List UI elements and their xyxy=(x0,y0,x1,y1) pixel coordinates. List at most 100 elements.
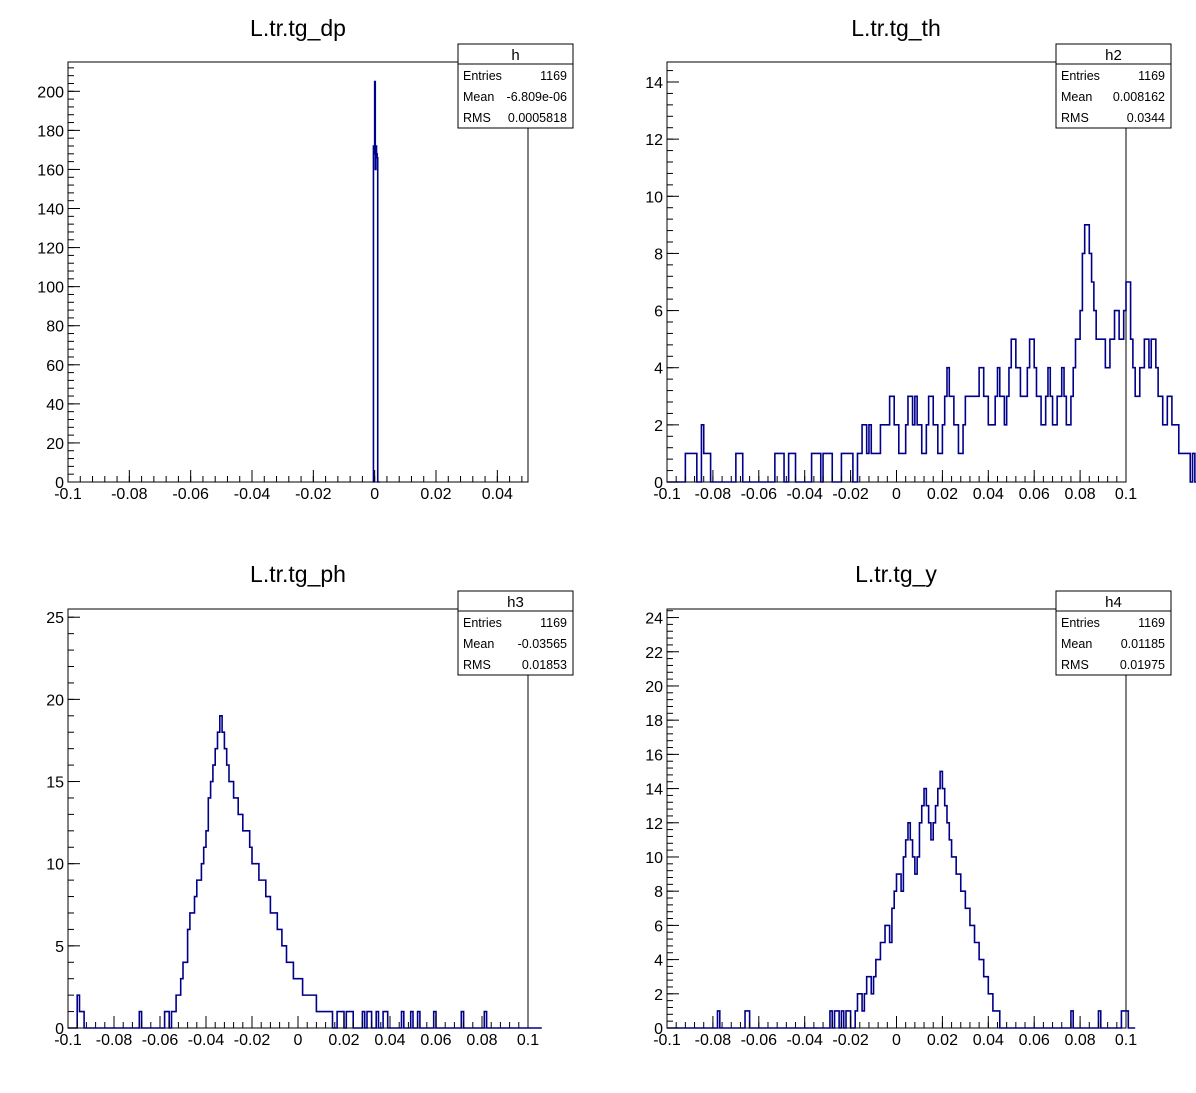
x-tick-label: -0.02 xyxy=(295,486,332,503)
stats-box-frame xyxy=(457,43,574,129)
y-tick-label: 160 xyxy=(37,162,64,179)
x-tick-label: 0.04 xyxy=(973,486,1004,503)
y-tick-label: 6 xyxy=(654,918,663,935)
y-tick-label: 60 xyxy=(46,358,64,375)
x-tick-label: -0.06 xyxy=(142,1032,179,1049)
y-tick-label: 10 xyxy=(46,857,64,874)
y-tick-label: 6 xyxy=(654,304,663,321)
stats-entries-label: Entries xyxy=(463,69,502,83)
y-tick-label: 80 xyxy=(46,319,64,336)
histogram-panel-3: L.tr.tg_ph -0.1 -0.08 -0.06 -0.04 -0.02 0 0.02 0… xyxy=(46,561,574,1049)
y-tick-label: 140 xyxy=(37,202,64,219)
stats-mean-value: -0.03565 xyxy=(518,637,567,651)
y-tick-label: 12 xyxy=(645,816,663,833)
stats-entries-value: 1169 xyxy=(540,69,567,83)
y-tick-label: 4 xyxy=(654,953,663,970)
stats-rms-value: 0.0005818 xyxy=(508,111,567,125)
stats-mean-label: Mean xyxy=(1061,637,1092,651)
histogram-line xyxy=(372,80,380,483)
stats-rms-value: 0.01975 xyxy=(1120,658,1165,672)
chart-title: L.tr.tg_th xyxy=(851,15,941,41)
stats-box: h4 Entries 1169 Mean 0.01185 RMS 0.01975 xyxy=(1055,590,1172,676)
plot-frame xyxy=(67,61,529,483)
y-tick-label: 180 xyxy=(37,123,64,140)
x-tick-label: -0.06 xyxy=(172,486,209,503)
x-tick-label: -0.02 xyxy=(832,486,869,503)
stats-histogram-name: h xyxy=(511,47,519,64)
y-tick-label: 20 xyxy=(46,692,64,709)
x-tick-label: -0.08 xyxy=(695,486,732,503)
y-tick-label: 0 xyxy=(55,1021,64,1038)
y-tick-label: 100 xyxy=(37,280,64,297)
chart-title: L.tr.tg_y xyxy=(855,561,937,587)
stats-entries-label: Entries xyxy=(1061,616,1100,630)
stats-mean-label: Mean xyxy=(463,90,494,104)
stats-mean-value: 0.01185 xyxy=(1121,637,1165,651)
y-tick-label: 10 xyxy=(645,189,663,206)
stats-entries-label: Entries xyxy=(1061,69,1100,83)
y-tick-label: 14 xyxy=(645,75,663,92)
x-tick-label: 0.06 xyxy=(1019,1032,1050,1049)
y-tick-label: 40 xyxy=(46,397,64,414)
stats-mean-value: -6.809e-06 xyxy=(507,90,568,104)
x-tick-label: 0.06 xyxy=(420,1032,451,1049)
y-tick-label: 0 xyxy=(654,475,663,492)
x-tick-label: 0.08 xyxy=(466,1032,497,1049)
y-tick-label: 200 xyxy=(37,84,64,101)
stats-box-frame xyxy=(457,590,574,676)
x-tick-label: -0.04 xyxy=(234,486,271,503)
x-tick-label: 0.06 xyxy=(1019,486,1050,503)
stats-rms-label: RMS xyxy=(1061,111,1089,125)
stats-rms-value: 0.0344 xyxy=(1127,111,1165,125)
stats-histogram-name: h3 xyxy=(507,594,524,611)
histogram-panel-2: L.tr.tg_th -0.1 -0.08 -0.06 -0.04 -0.02 0 0.02 0… xyxy=(645,15,1196,503)
x-tick-label: -0.1 xyxy=(653,486,681,503)
y-tick-label: 18 xyxy=(645,713,663,730)
y-tick-label: 20 xyxy=(645,679,663,696)
x-tick-label: -0.1 xyxy=(653,1032,681,1049)
y-tick-label: 4 xyxy=(654,361,663,378)
stats-entries-value: 1169 xyxy=(540,616,567,630)
chart-title: L.tr.tg_ph xyxy=(250,561,346,587)
x-tick-label: 0.1 xyxy=(517,1032,539,1049)
x-tick-label: 0.1 xyxy=(1115,486,1137,503)
stats-mean-label: Mean xyxy=(463,637,494,651)
y-tick-label: 10 xyxy=(645,850,663,867)
histogram-panel-1: L.tr.tg_dp -0.1 -0.08 -0.06 -0.04 -0.02 0 0.02 0… xyxy=(37,15,574,503)
y-tick-label: 22 xyxy=(645,645,663,662)
stats-rms-label: RMS xyxy=(463,111,491,125)
stats-box: h3 Entries 1169 Mean -0.03565 RMS 0.01853 xyxy=(457,590,574,676)
x-tick-label: 0.02 xyxy=(420,486,451,503)
stats-box-frame xyxy=(1055,43,1172,129)
histogram-line xyxy=(68,715,542,1029)
x-tick-label: -0.02 xyxy=(832,1032,869,1049)
stats-mean-label: Mean xyxy=(1061,90,1092,104)
y-tick-label: 120 xyxy=(37,241,64,258)
y-tick-label: 5 xyxy=(55,939,64,956)
x-tick-label: 0 xyxy=(892,1032,901,1049)
histogram-line xyxy=(667,770,1136,1029)
x-tick-label: 0.02 xyxy=(927,1032,958,1049)
y-tick-label: 0 xyxy=(55,475,64,492)
y-tick-label: 8 xyxy=(654,884,663,901)
stats-histogram-name: h2 xyxy=(1105,47,1122,64)
x-tick-label: 0.04 xyxy=(482,486,513,503)
x-tick-label: -0.02 xyxy=(234,1032,271,1049)
y-tick-label: 25 xyxy=(46,610,64,627)
x-tick-label: 0.08 xyxy=(1065,486,1096,503)
chart-title: L.tr.tg_dp xyxy=(250,15,346,41)
histogram-panel-4: L.tr.tg_y -0.1 -0.08 -0.06 -0.04 -0.02 0 0.02 0.… xyxy=(645,561,1172,1049)
y-tick-label: 16 xyxy=(645,747,663,764)
x-tick-label: 0.1 xyxy=(1115,1032,1137,1049)
x-tick-label: 0 xyxy=(294,1032,303,1049)
x-tick-label: 0.02 xyxy=(328,1032,359,1049)
x-tick-label: 0.08 xyxy=(1065,1032,1096,1049)
stats-box: h Entries 1169 Mean -6.809e-06 RMS 0.0005818 xyxy=(457,43,574,129)
x-tick-label: -0.04 xyxy=(786,486,823,503)
x-tick-label: -0.1 xyxy=(54,1032,82,1049)
x-tick-label: -0.1 xyxy=(54,486,82,503)
x-tick-label: -0.08 xyxy=(111,486,148,503)
histogram-line xyxy=(667,224,1196,483)
